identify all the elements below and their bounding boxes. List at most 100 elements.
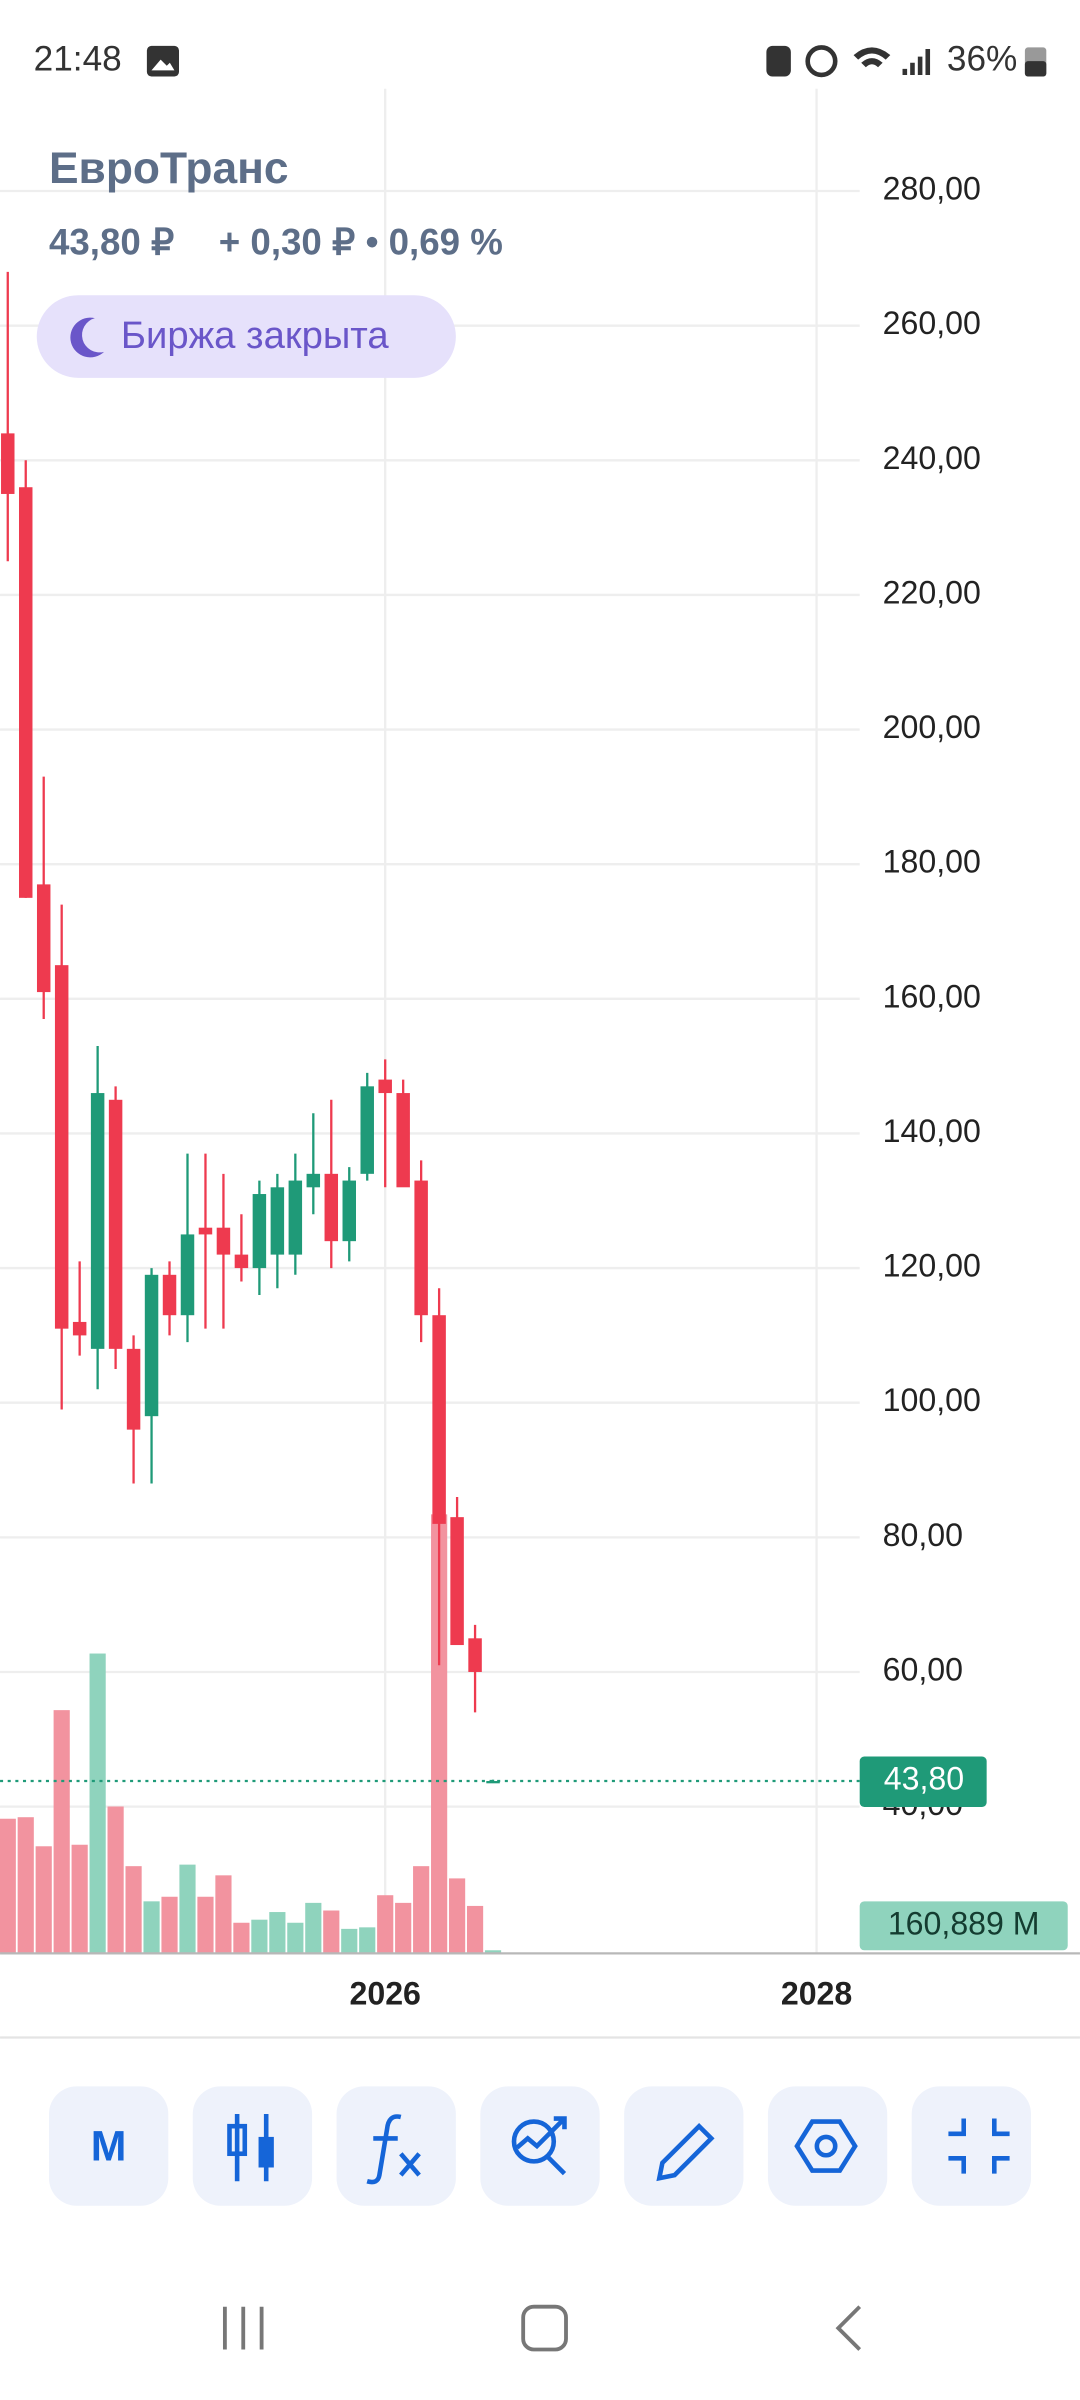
candle-body xyxy=(252,1194,267,1269)
volume-bar xyxy=(215,1875,232,1954)
y-tick-label: 240,00 xyxy=(883,440,981,476)
last-volume-label: 160,889 M xyxy=(888,1905,1040,1941)
volume-bar xyxy=(233,1922,250,1954)
candle-body xyxy=(1,433,15,494)
last-volume-badge xyxy=(859,1901,1068,1951)
status-time: 21:48 xyxy=(34,39,122,78)
status-battery: 36% xyxy=(947,39,1017,78)
collapse-button-bg[interactable] xyxy=(911,2086,1032,2206)
volume-bar xyxy=(107,1806,124,1954)
status-icon-sync xyxy=(766,45,791,77)
candle-body xyxy=(216,1227,231,1255)
indicators-button[interactable] xyxy=(336,2086,456,2206)
candle-body xyxy=(144,1274,159,1417)
gallery-icon-mountain xyxy=(151,59,175,71)
nav-bar xyxy=(222,2304,862,2352)
volume-bar xyxy=(17,1817,34,1954)
settings-button[interactable] xyxy=(767,2086,888,2206)
collapse-button[interactable] xyxy=(911,2086,1032,2206)
volume-bar xyxy=(413,1866,430,1954)
volume-bar xyxy=(125,1866,142,1954)
candle-body xyxy=(108,1099,123,1349)
indicators-icon xyxy=(366,2114,421,2185)
instrument-price: 43,80 ₽ xyxy=(49,221,174,262)
candle-body xyxy=(450,1517,464,1646)
candle-body xyxy=(324,1173,339,1242)
volume-bar xyxy=(0,1818,16,1954)
nav-recent[interactable] xyxy=(222,2306,264,2350)
volume-bar xyxy=(359,1927,376,1954)
candle-body xyxy=(288,1180,303,1255)
candle-body xyxy=(198,1227,213,1235)
compare-button[interactable] xyxy=(480,2086,600,2206)
moon-icon xyxy=(70,317,105,358)
candle-body xyxy=(270,1187,285,1255)
candle-body xyxy=(432,1315,446,1524)
nav-back[interactable] xyxy=(835,2305,862,2351)
y-tick-label: 80,00 xyxy=(883,1517,963,1553)
y-tick-label: 220,00 xyxy=(883,574,981,610)
candle-body xyxy=(90,1093,105,1349)
draw-button-bg[interactable] xyxy=(624,2086,744,2206)
volume-bar xyxy=(269,1912,286,1954)
candle-body xyxy=(360,1086,374,1174)
period-button[interactable] xyxy=(48,2086,169,2206)
y-tick-label: 120,00 xyxy=(883,1248,981,1284)
candle-body xyxy=(126,1348,141,1430)
compare-icon-lens xyxy=(511,2119,557,2164)
volume-bar xyxy=(323,1910,340,1954)
candle-body xyxy=(468,1638,482,1672)
period-label[interactable]: M xyxy=(91,2122,127,2170)
status-icons xyxy=(766,45,1047,78)
compare-icon xyxy=(515,2116,567,2176)
x-tick-label: 2026 xyxy=(349,1976,420,2012)
volume-bar xyxy=(161,1896,178,1954)
volume-bar xyxy=(287,1922,304,1954)
volume-bar xyxy=(395,1902,412,1954)
y-tick-label: 180,00 xyxy=(883,844,981,880)
candle-body xyxy=(378,1079,392,1094)
candle-body xyxy=(180,1234,195,1316)
status-icon-wifi xyxy=(853,47,891,68)
volume-bar xyxy=(484,1950,502,1954)
status-icon-battery-level xyxy=(1024,61,1047,77)
instrument-change: + 0,30 ₽ • 0,69 % xyxy=(219,221,503,262)
chart-type-button-bg[interactable] xyxy=(192,2086,313,2206)
chart-type-icon-body xyxy=(258,2136,274,2168)
chart-type-button[interactable] xyxy=(192,2086,313,2206)
nav-home[interactable] xyxy=(521,2304,568,2352)
y-tick-label: 160,00 xyxy=(883,978,981,1014)
candle-body xyxy=(306,1173,321,1188)
status-icon-signal xyxy=(902,48,931,75)
gallery-icon xyxy=(146,45,180,77)
last-price-badge xyxy=(859,1756,987,1808)
last-price-label: 43,80 xyxy=(884,1761,964,1797)
candle-body xyxy=(162,1274,177,1316)
draw-button[interactable] xyxy=(624,2086,744,2206)
volume-bar xyxy=(341,1928,358,1954)
y-tick-label: 100,00 xyxy=(883,1382,981,1418)
volume-bar xyxy=(143,1901,160,1954)
volume-bar xyxy=(466,1905,484,1954)
settings-button-bg[interactable] xyxy=(767,2086,888,2206)
indicators-button-bg[interactable] xyxy=(336,2086,456,2206)
volume-bar xyxy=(251,1919,268,1954)
candle-body xyxy=(414,1180,428,1316)
volume-bar xyxy=(305,1902,322,1954)
volume-bar xyxy=(377,1895,394,1954)
y-tick-label: 280,00 xyxy=(883,171,981,207)
y-tick-label: 60,00 xyxy=(883,1651,963,1687)
chart-type-icon-body xyxy=(227,2123,248,2157)
status-icon-alarm xyxy=(805,45,838,78)
volume-bar xyxy=(89,1653,106,1954)
collapse-icon xyxy=(948,2118,1010,2174)
y-tick-label: 200,00 xyxy=(883,709,981,745)
gallery-icon-frame xyxy=(146,45,180,77)
candle-body xyxy=(36,884,51,993)
market-status-badge: Биржа закрыта xyxy=(36,295,456,378)
settings-icon xyxy=(794,2119,858,2173)
instrument-title: ЕвроТранс xyxy=(49,144,289,193)
